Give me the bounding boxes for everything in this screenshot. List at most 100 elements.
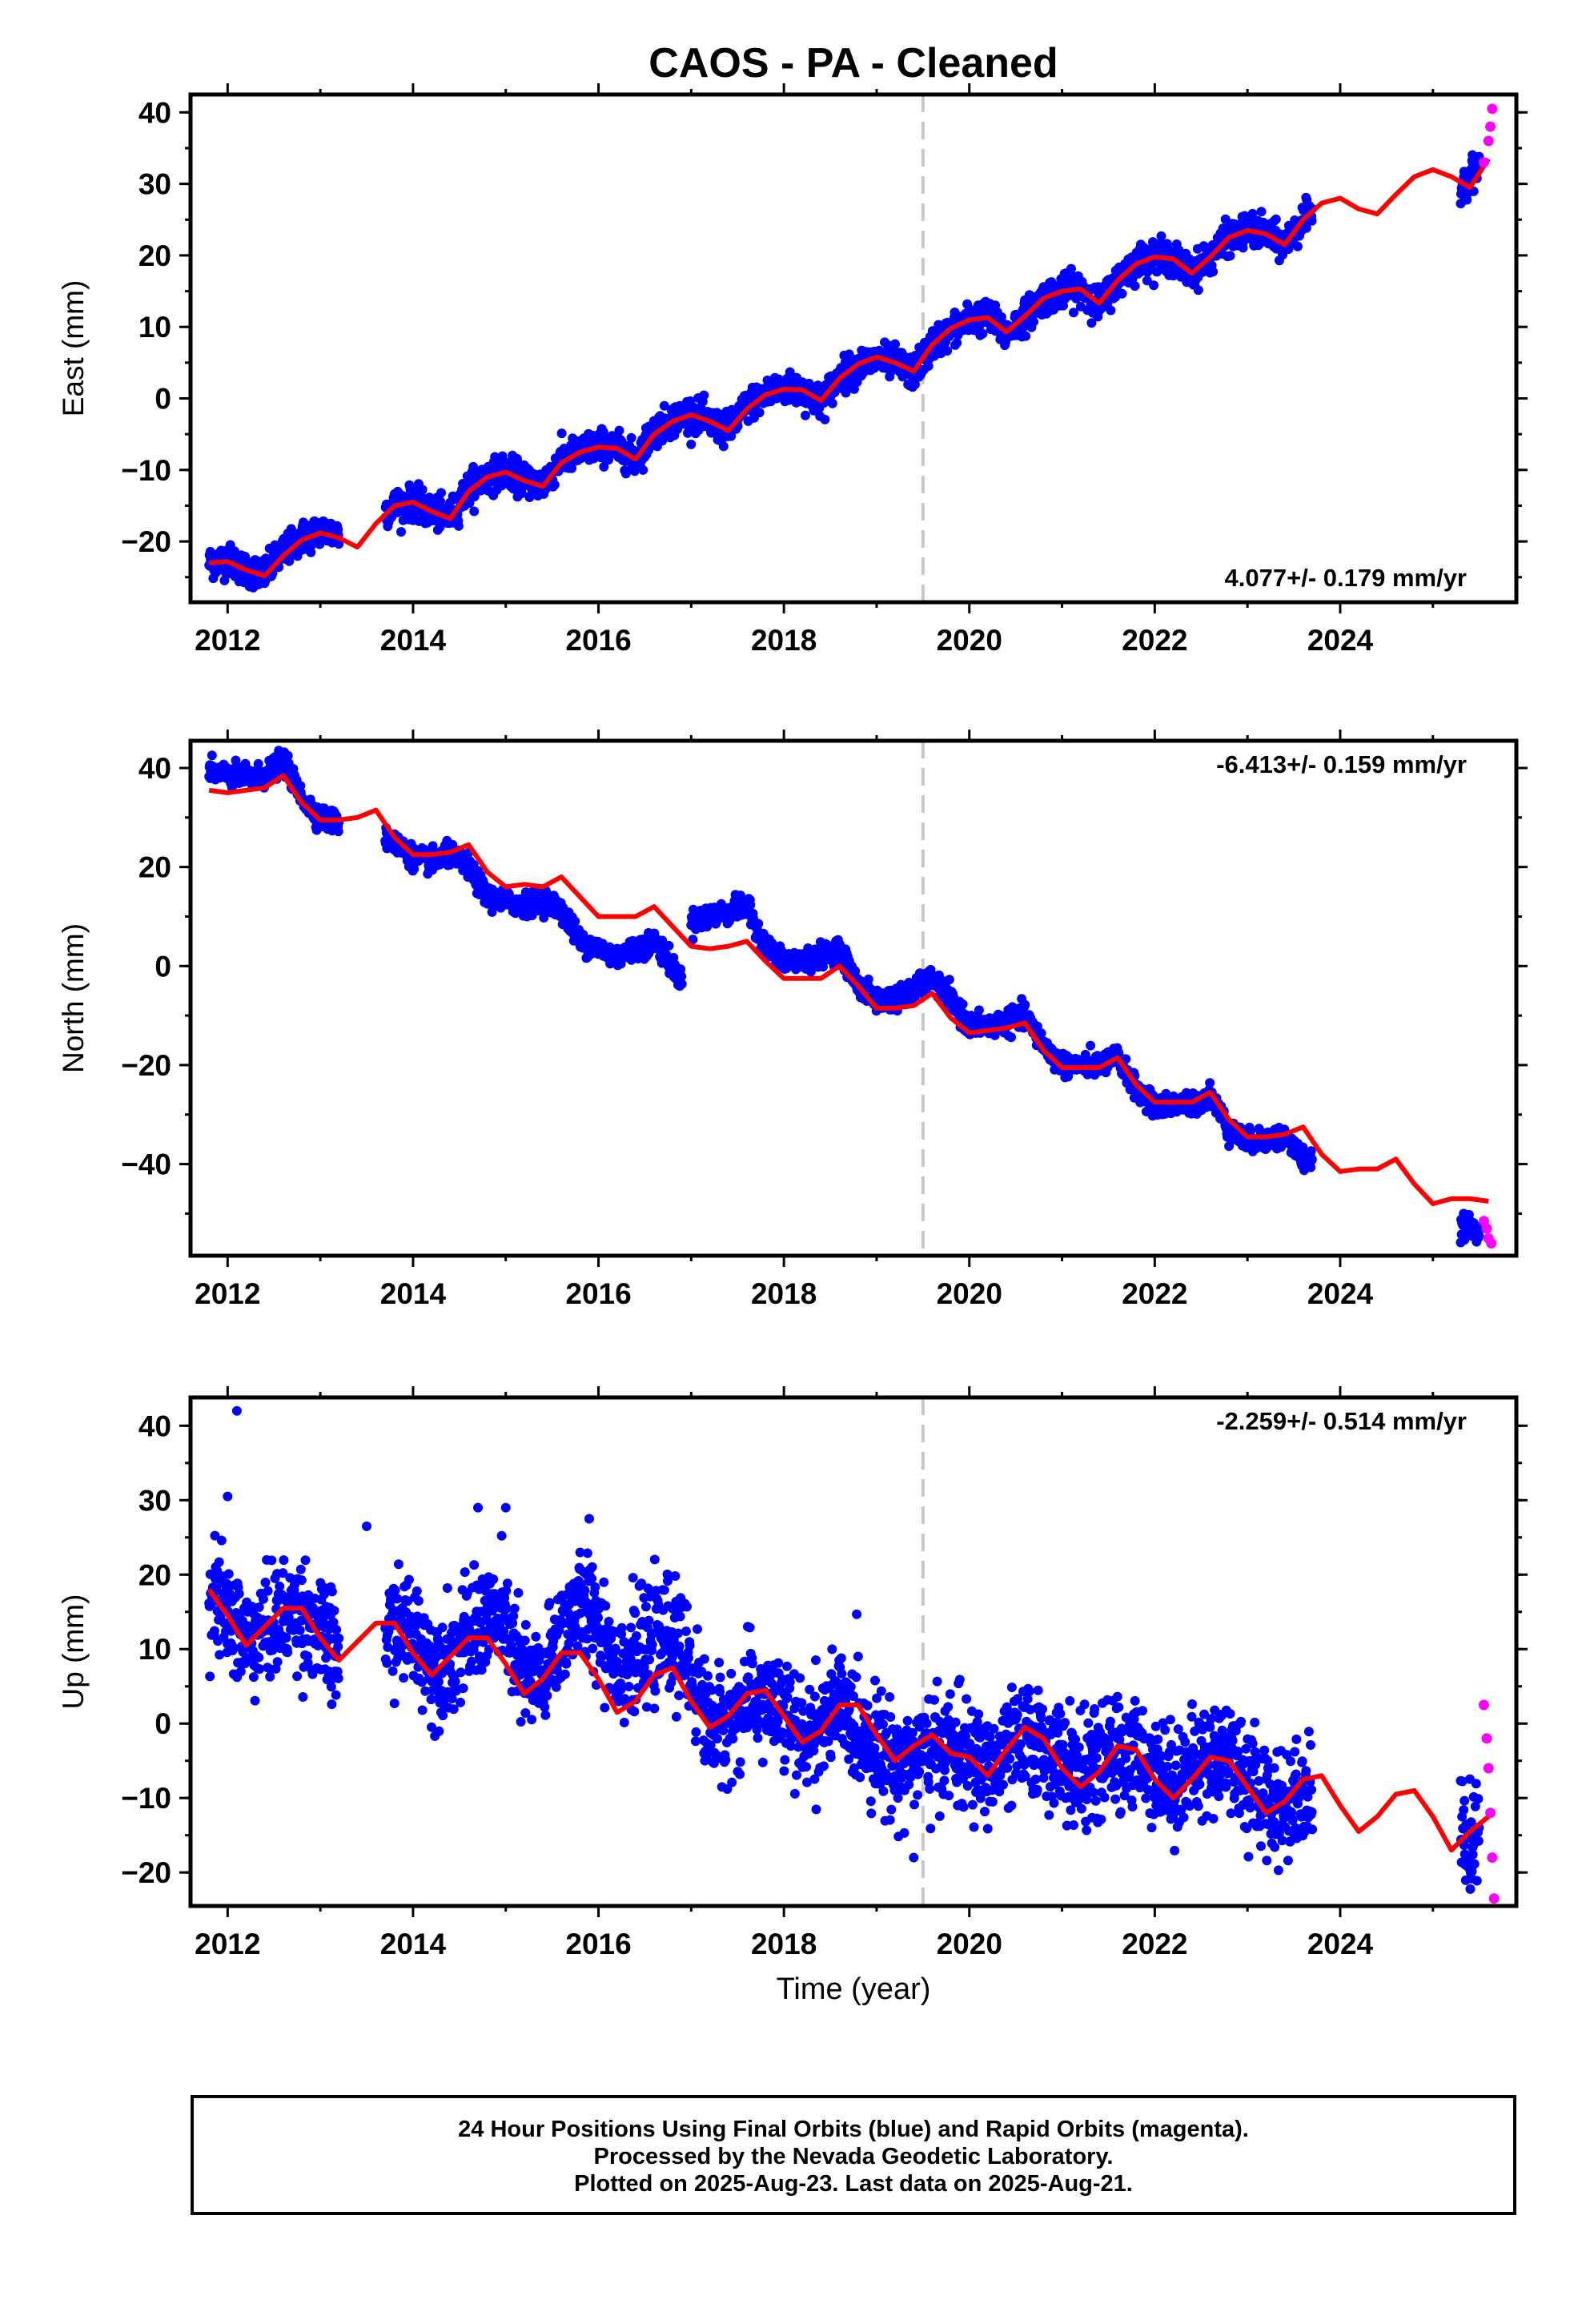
final-orbit-point (599, 461, 609, 472)
x-tick-label: 2016 (565, 624, 631, 657)
final-orbit-point (676, 964, 686, 975)
final-orbit-point (417, 485, 428, 495)
final-orbit-point (570, 916, 580, 927)
final-orbit-point (820, 414, 830, 424)
final-orbit-point (549, 480, 560, 490)
final-orbit-point (944, 975, 954, 985)
y-tick-label: 0 (155, 383, 171, 416)
final-orbit-point (1142, 275, 1152, 286)
final-orbit-point (942, 346, 953, 356)
final-orbit-point (664, 940, 674, 951)
final-orbit-point (677, 979, 687, 989)
final-orbit-points (204, 746, 1484, 1248)
chart-title: CAOS - PA - Cleaned (648, 40, 1058, 86)
plot-area (204, 94, 1498, 602)
final-orbit-point (978, 328, 988, 339)
y-tick-label: −10 (121, 454, 171, 487)
final-orbit-point (1208, 267, 1219, 277)
final-orbit-point (686, 439, 697, 449)
final-orbit-point (699, 390, 709, 400)
rapid-orbit-point (1478, 157, 1489, 168)
x-tick-label: 2012 (195, 624, 260, 657)
x-tick-label: 2024 (1307, 624, 1374, 657)
final-orbit-point (469, 506, 480, 517)
y-tick-label: 10 (139, 311, 171, 344)
final-orbit-point (1205, 1078, 1215, 1088)
final-orbit-point (974, 1005, 984, 1015)
final-orbit-point (1069, 308, 1078, 318)
final-orbit-point (753, 919, 764, 929)
final-orbit-point (516, 489, 527, 499)
rapid-orbit-points (1478, 103, 1498, 168)
final-orbit-point (283, 750, 293, 761)
final-orbit-point (626, 432, 636, 443)
x-tick-label: 2022 (1122, 624, 1187, 657)
x-tick-label: 2018 (751, 624, 817, 657)
final-orbit-point (588, 453, 599, 464)
plot-area (204, 741, 1497, 1256)
final-orbit-point (1307, 215, 1317, 226)
final-orbit-point (659, 400, 669, 411)
final-orbit-point (598, 427, 608, 437)
rapid-orbit-point (1485, 121, 1496, 132)
final-orbit-point (435, 522, 445, 533)
plot-frame (188, 92, 1519, 605)
final-orbit-point (1106, 305, 1116, 316)
rapid-orbit-point (1483, 135, 1494, 147)
final-orbit-point (923, 361, 934, 371)
final-orbit-point (718, 441, 729, 452)
final-orbit-point (333, 826, 343, 837)
final-orbit-point (1149, 280, 1159, 291)
final-orbit-point (745, 900, 756, 910)
final-orbit-point (677, 971, 687, 982)
final-orbit-point (657, 935, 668, 946)
x-tick-label: 2014 (380, 624, 447, 657)
final-orbit-point (1066, 263, 1076, 274)
final-orbit-point (556, 428, 567, 439)
final-orbit-point (996, 312, 1006, 322)
final-orbit-point (801, 410, 810, 420)
final-orbit-point (1020, 999, 1030, 1010)
east-panel: 2012 2014 2016 2018 2020 2022 2024 −20 −10 0 10 20 3… (57, 83, 1528, 657)
final-orbit-point (1021, 331, 1031, 341)
final-orbit-point (1193, 285, 1203, 296)
final-orbit-point (1225, 251, 1235, 261)
final-orbit-point (910, 380, 920, 389)
final-orbit-point (614, 425, 624, 436)
final-orbit-point (1292, 241, 1303, 251)
final-orbit-point (890, 339, 900, 349)
x-tick-label: 2020 (937, 624, 1002, 657)
rapid-orbit-point (1487, 103, 1498, 115)
final-orbit-point (952, 338, 962, 348)
final-orbit-point (1086, 1040, 1096, 1051)
final-orbit-point (1130, 281, 1140, 292)
final-orbit-point (754, 408, 765, 418)
y-tick-label: 30 (139, 168, 171, 201)
y-tick-label: 20 (139, 239, 171, 272)
final-orbit-point (1086, 318, 1097, 328)
final-orbit-point (958, 999, 968, 1009)
final-orbit-point (253, 758, 263, 769)
final-orbit-point (1029, 316, 1038, 327)
final-orbit-point (863, 974, 873, 984)
final-orbit-point (827, 398, 837, 408)
final-orbit-point (1156, 231, 1166, 241)
final-orbit-point (841, 388, 851, 398)
final-orbit-point (453, 521, 464, 531)
final-orbit-points (204, 150, 1484, 593)
final-orbit-point (1301, 223, 1311, 233)
final-orbit-point (1271, 214, 1281, 224)
final-orbit-point (1117, 288, 1127, 299)
final-orbit-point (1462, 195, 1472, 205)
north-panel: 2012 2014 2016 2018 2020 2022 2024−40−2002040N… (57, 730, 1528, 1310)
final-orbit-point (785, 367, 795, 377)
final-orbit-point (436, 488, 446, 498)
y-tick-label: −20 (121, 525, 171, 558)
final-orbit-point (688, 935, 698, 945)
final-orbit-point (306, 547, 316, 557)
trend-fit-line (208, 157, 1491, 578)
y-axis-label: East (mm) (57, 280, 90, 417)
final-orbit-point (1006, 1032, 1016, 1043)
final-orbit-point (396, 527, 406, 537)
